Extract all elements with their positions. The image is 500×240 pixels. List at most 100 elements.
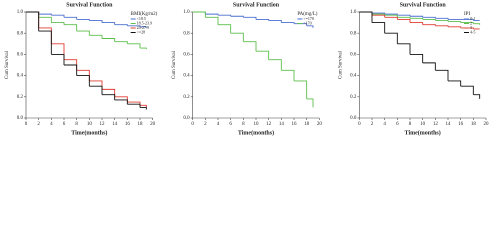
x-tick-label: 6 [229, 122, 232, 127]
x-tick-label: 18 [138, 122, 144, 127]
y-tick-label: 0.4 [350, 74, 357, 79]
x-tick-label: 4 [50, 122, 53, 127]
survival-step [76, 30, 90, 36]
x-tick-label: 12 [100, 122, 106, 127]
x-tick-label: 10 [87, 122, 93, 127]
legend-label: >=28 [137, 29, 146, 34]
survival-step [114, 96, 128, 103]
y-tick-label: 0.6 [350, 53, 357, 58]
x-tick-label: 10 [254, 122, 260, 127]
survival-step [397, 16, 411, 19]
x-tick-label: 14 [112, 122, 118, 127]
legend-label: 24-27.9 [137, 25, 149, 30]
legend-label: 3 [470, 25, 472, 30]
y-axis-label: Cum Survival [172, 50, 177, 79]
survival-step [268, 20, 282, 23]
y-tick-label: 0.8 [350, 31, 357, 36]
survival-step [435, 25, 449, 27]
survival-step [205, 16, 219, 25]
legend-label: 2 [470, 20, 472, 25]
survival-step [410, 53, 424, 63]
y-tick-label: 0.6 [17, 53, 24, 58]
legend-title: PA(mg/L) [297, 12, 317, 17]
legend-title: BMI(Kg/m2) [131, 12, 158, 17]
survival-step [140, 104, 147, 108]
survival-step [38, 16, 52, 23]
survival-step [256, 50, 270, 60]
survival-step [359, 11, 373, 23]
legend-label: 18.5-23.9 [137, 20, 152, 25]
x-tick-label: 20 [484, 122, 490, 127]
y-tick-label: 0.4 [17, 74, 24, 79]
survival-step [51, 14, 65, 18]
survival-step [422, 62, 436, 71]
x-tick-label: 18 [471, 122, 477, 127]
legend-label: >170 [303, 20, 311, 25]
survival-step [76, 75, 90, 87]
survival-step [448, 26, 462, 28]
survival-step [89, 20, 103, 23]
legend-label: <18.5 [137, 16, 146, 21]
survival-step [218, 24, 232, 34]
survival-step [435, 20, 449, 22]
x-tick-label: 18 [304, 122, 310, 127]
x-tick-label: 14 [279, 122, 285, 127]
survival-step [102, 88, 116, 97]
y-tick-label: 0.4 [183, 74, 190, 79]
survival-step [473, 94, 481, 99]
x-tick-label: 10 [420, 122, 426, 127]
survival-step [127, 101, 141, 106]
y-tick-label: 0.2 [183, 95, 190, 100]
survival-step [294, 80, 308, 99]
survival-step [268, 59, 282, 71]
survival-step [192, 11, 206, 18]
legend-label: <=170 [303, 16, 314, 21]
x-tick-label: 20 [150, 122, 156, 127]
x-tick-label: 16 [292, 122, 298, 127]
survival-step [473, 23, 481, 25]
legend-title: IPI [464, 12, 470, 17]
survival-step [89, 80, 103, 90]
survival-step [102, 38, 116, 42]
survival-step [38, 27, 52, 44]
survival-step [384, 16, 398, 20]
x-tick-label: 16 [125, 122, 131, 127]
survival-step [51, 43, 65, 60]
survival-step [448, 80, 462, 87]
survival-step [38, 13, 52, 16]
x-tick-label: 16 [458, 122, 464, 127]
survival-step [26, 11, 40, 18]
survival-step [127, 103, 141, 108]
survival-step [38, 30, 52, 55]
x-tick-label: 6 [63, 122, 66, 127]
survival-step [218, 14, 232, 17]
y-tick-label: 1.0 [17, 10, 24, 15]
x-tick-label: 12 [433, 122, 439, 127]
survival-step [140, 26, 147, 28]
survival-step [410, 15, 424, 18]
survival-step [89, 34, 103, 39]
survival-step [281, 22, 295, 24]
survival-step [51, 22, 65, 25]
survival-step [26, 11, 40, 32]
y-axis-label: Cum Survival [5, 50, 10, 79]
y-tick-label: 0.0 [350, 116, 357, 121]
survival-step [205, 13, 219, 16]
survival-step [359, 11, 373, 16]
survival-step [26, 11, 40, 28]
y-tick-label: 0.0 [17, 116, 24, 121]
y-tick-label: 0.8 [17, 31, 24, 36]
y-tick-label: 0.2 [17, 95, 24, 100]
survival-step [410, 17, 424, 20]
x-tick-label: 2 [371, 122, 374, 127]
survival-step [372, 22, 386, 34]
survival-step [89, 85, 103, 95]
figure: Survival Function Time(months) Cum Surviva… [5, 2, 490, 136]
x-tick-label: 12 [266, 122, 272, 127]
survival-step [460, 85, 474, 95]
x-tick-label: 0 [358, 122, 361, 127]
panel: Survival Function Time(months) Cum Surviva… [172, 2, 323, 136]
x-tick-label: 8 [409, 122, 412, 127]
x-axis-label: Time(months) [405, 129, 441, 136]
survival-step [102, 22, 116, 25]
